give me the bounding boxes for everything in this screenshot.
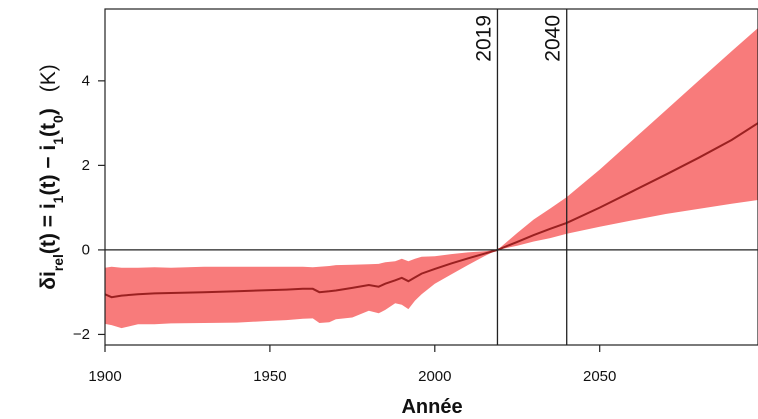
x-tick-label: 1950 xyxy=(253,368,286,385)
uncertainty-band xyxy=(105,28,758,329)
y-tick-label: 0 xyxy=(82,241,90,258)
x-tick-label: 2000 xyxy=(418,368,451,385)
mean-line xyxy=(105,122,758,299)
x-tick-label: 2050 xyxy=(583,368,616,385)
y-axis-label: δirel(t) = i1(t) − i1(t0)(K) xyxy=(37,64,66,290)
plot-frame xyxy=(104,8,758,346)
y-tick-label: 4 xyxy=(82,72,90,89)
y-tick-label: 2 xyxy=(82,157,90,174)
reference-line-label-2040: 2040 xyxy=(542,15,565,62)
reference-line-label-2019: 2019 xyxy=(472,15,495,62)
x-tick-label: 1900 xyxy=(88,368,121,385)
y-tick-label: −2 xyxy=(73,326,90,343)
x-axis-label: Année xyxy=(401,396,462,418)
